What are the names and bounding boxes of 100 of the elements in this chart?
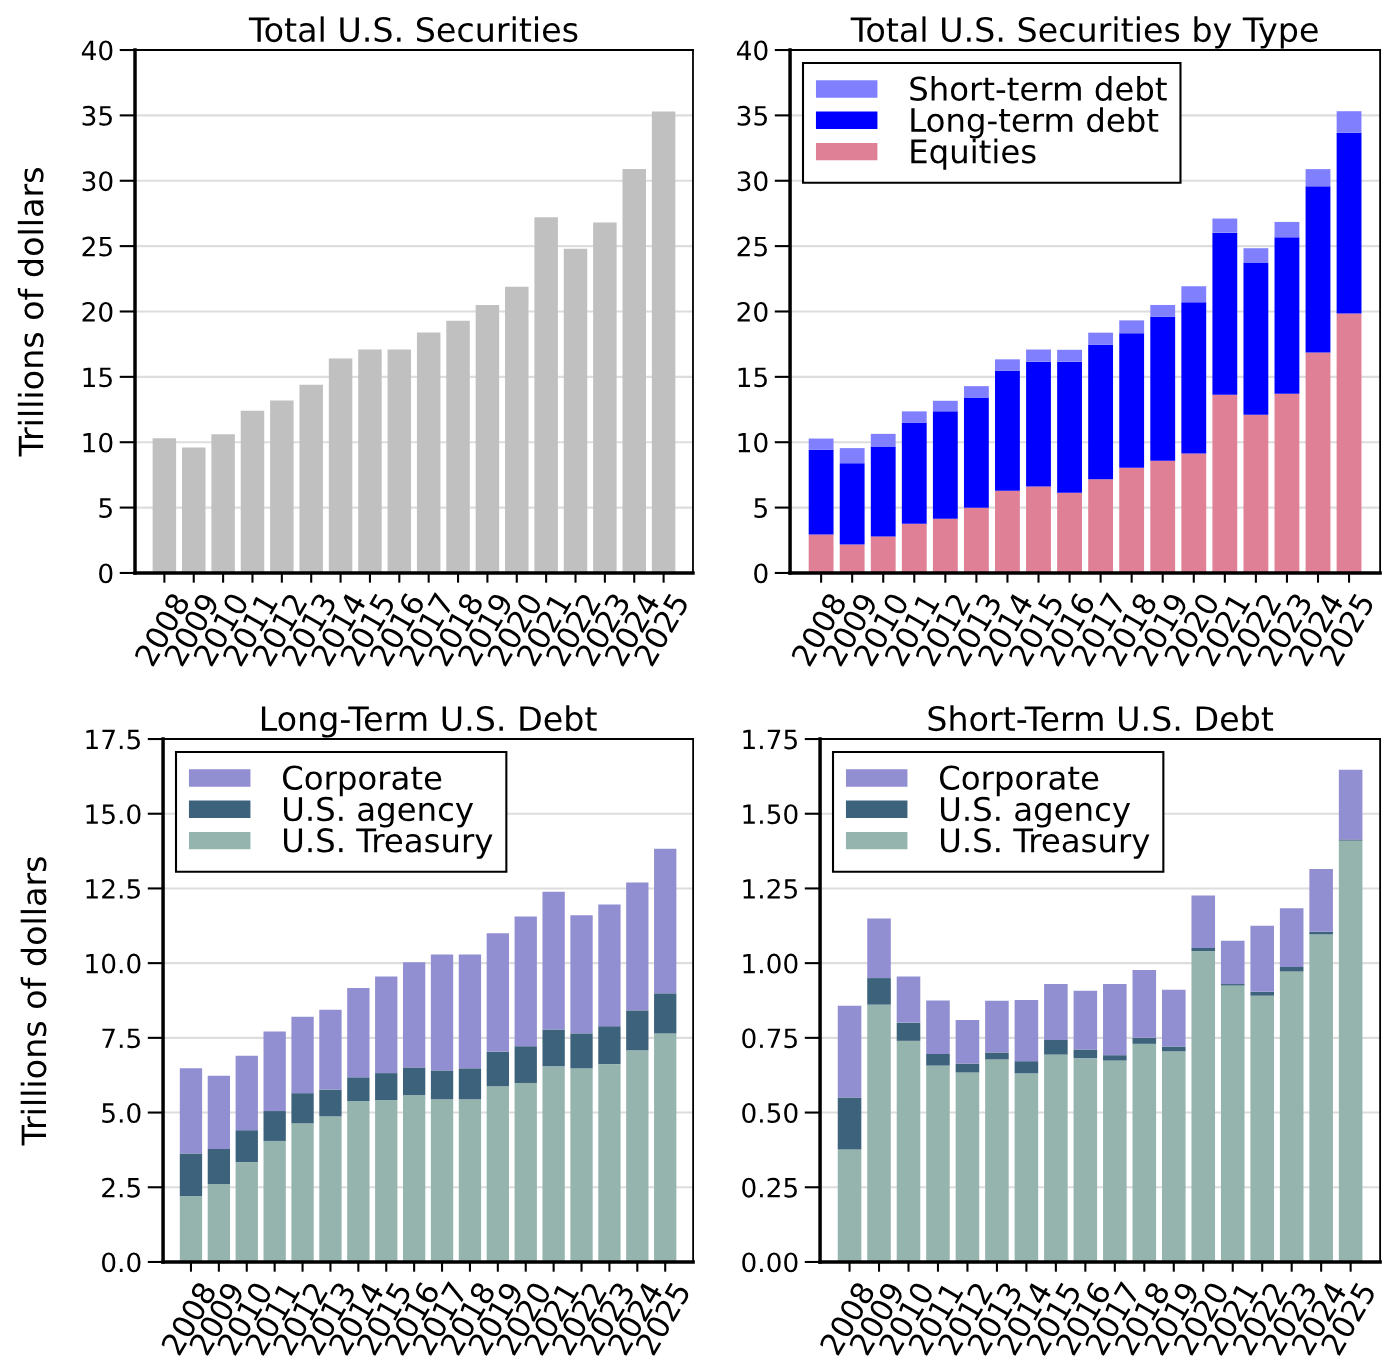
y-tick-label: 35 <box>82 105 112 126</box>
bar <box>402 1095 426 1262</box>
y-tick-label: 1.25 <box>743 878 797 899</box>
y-tick-label: 25 <box>82 236 112 257</box>
bar <box>651 111 676 573</box>
bar <box>1026 349 1051 362</box>
bar <box>1150 460 1176 573</box>
bar <box>1191 951 1216 1262</box>
bar <box>179 1068 203 1154</box>
bar <box>867 918 891 979</box>
bar <box>598 904 621 1027</box>
bar <box>1044 984 1068 1040</box>
bar <box>1073 1058 1098 1262</box>
y-tick-label: 20 <box>737 301 768 322</box>
bar <box>347 1101 370 1262</box>
y-tick-label: 15 <box>738 367 767 388</box>
bar <box>1250 925 1274 992</box>
bar <box>235 1130 258 1163</box>
bar <box>995 490 1020 573</box>
bar <box>626 1010 649 1051</box>
bar <box>1212 394 1238 573</box>
bar <box>1181 286 1207 303</box>
y-tick-label: 0.75 <box>742 1028 797 1049</box>
bar <box>319 1089 342 1117</box>
bar <box>1243 262 1269 415</box>
bar <box>839 448 865 464</box>
bar <box>1305 169 1331 187</box>
y-tick-label: 5 <box>99 498 112 518</box>
bar <box>1250 991 1274 996</box>
bar <box>955 1063 980 1073</box>
bar <box>542 1066 565 1262</box>
bar <box>1161 989 1186 1047</box>
y-tick-label: 35 <box>737 105 767 126</box>
bar <box>598 1064 621 1262</box>
bar <box>1250 995 1274 1262</box>
bar <box>563 248 588 573</box>
bar <box>1212 218 1238 233</box>
bar <box>1026 486 1051 573</box>
bar <box>1309 869 1333 932</box>
bar <box>514 1082 537 1262</box>
bar <box>1336 111 1362 133</box>
bar <box>867 1004 891 1262</box>
y-tick-label: 10.0 <box>86 953 141 974</box>
bar <box>211 434 235 573</box>
bar <box>570 1068 593 1262</box>
bar <box>1274 393 1300 573</box>
bar <box>514 1046 537 1083</box>
bar <box>1212 232 1238 395</box>
bar <box>1073 990 1098 1050</box>
bar <box>1057 361 1082 493</box>
y-tick-label: 40 <box>81 40 113 61</box>
bar <box>458 1068 482 1100</box>
bar <box>654 848 677 994</box>
bar <box>446 320 470 573</box>
y-axis-title: Trillions of dollars <box>17 168 44 457</box>
bar <box>1132 1037 1157 1044</box>
bar <box>926 1053 950 1066</box>
bar <box>402 1067 426 1096</box>
legend-label: Short-term debt <box>910 75 1167 101</box>
bar <box>1309 934 1333 1262</box>
legend-label: U.S. agency <box>284 796 474 828</box>
bar <box>430 1099 454 1262</box>
bar <box>654 1033 677 1262</box>
bar <box>622 168 646 573</box>
bar <box>299 384 323 573</box>
bar <box>1274 237 1300 394</box>
bar <box>995 359 1020 371</box>
bar <box>1044 1039 1068 1055</box>
bar <box>1014 1061 1039 1074</box>
bar <box>1014 999 1039 1062</box>
bar <box>901 422 927 524</box>
bar <box>837 1097 862 1150</box>
y-tick-label: 1.75 <box>743 729 797 750</box>
bar <box>486 1051 509 1087</box>
bar <box>598 1026 621 1065</box>
chart-title: Long-Term U.S. Debt <box>261 705 597 738</box>
bar <box>1279 971 1304 1262</box>
bar <box>458 1099 482 1262</box>
bar <box>1014 1073 1039 1262</box>
bar <box>896 1022 921 1041</box>
bar <box>1088 479 1114 573</box>
bar <box>375 1073 398 1100</box>
y-axis-title: Trillions of dollars <box>20 857 47 1146</box>
bar <box>1103 1060 1127 1262</box>
bar <box>901 523 927 573</box>
bar <box>985 1000 1009 1053</box>
y-tick-label: 2.5 <box>102 1177 140 1198</box>
bar <box>1119 467 1145 573</box>
bar <box>235 1162 258 1262</box>
chart-title: Total U.S. Securities <box>248 16 578 43</box>
bar <box>985 1059 1009 1262</box>
y-tick-label: 0 <box>99 563 113 584</box>
y-tick-label: 0.50 <box>742 1103 798 1123</box>
legend-label: U.S. agency <box>940 796 1131 828</box>
y-tick-label: 17.5 <box>86 729 140 750</box>
bar <box>514 916 537 1047</box>
bar <box>1279 967 1304 972</box>
bar <box>1181 302 1207 454</box>
bar <box>1191 895 1216 948</box>
bar <box>626 1050 649 1262</box>
